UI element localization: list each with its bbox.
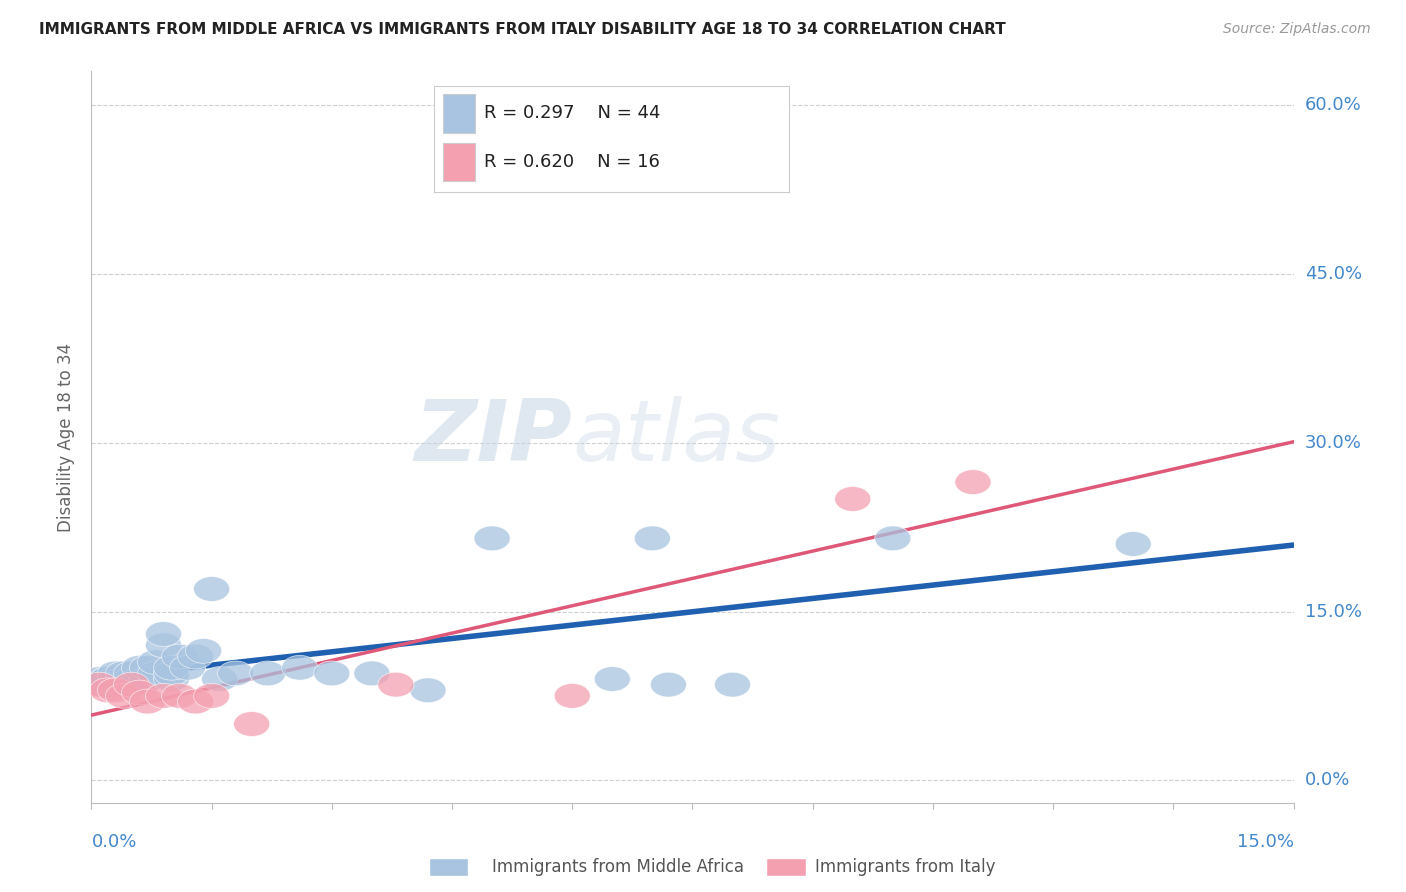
Ellipse shape (835, 487, 870, 511)
Ellipse shape (82, 673, 118, 697)
Ellipse shape (82, 666, 118, 691)
Ellipse shape (411, 678, 446, 703)
Ellipse shape (186, 639, 222, 664)
Text: ZIP: ZIP (415, 395, 572, 479)
Text: Immigrants from Italy: Immigrants from Italy (815, 858, 995, 876)
Ellipse shape (145, 633, 181, 657)
Ellipse shape (153, 666, 190, 691)
Ellipse shape (138, 661, 173, 686)
Ellipse shape (194, 683, 229, 708)
Text: 30.0%: 30.0% (1305, 434, 1361, 451)
Ellipse shape (354, 661, 389, 686)
Ellipse shape (170, 656, 205, 680)
Ellipse shape (201, 666, 238, 691)
Ellipse shape (129, 656, 166, 680)
Ellipse shape (114, 661, 149, 686)
Ellipse shape (162, 683, 198, 708)
Ellipse shape (218, 661, 253, 686)
Ellipse shape (114, 673, 149, 697)
Text: 45.0%: 45.0% (1305, 265, 1362, 283)
Ellipse shape (474, 526, 510, 550)
Text: IMMIGRANTS FROM MIDDLE AFRICA VS IMMIGRANTS FROM ITALY DISABILITY AGE 18 TO 34 C: IMMIGRANTS FROM MIDDLE AFRICA VS IMMIGRA… (39, 22, 1007, 37)
Ellipse shape (97, 673, 134, 697)
Y-axis label: Disability Age 18 to 34: Disability Age 18 to 34 (58, 343, 76, 532)
Ellipse shape (121, 656, 157, 680)
Ellipse shape (1115, 532, 1152, 557)
Ellipse shape (97, 666, 134, 691)
Ellipse shape (121, 666, 157, 691)
Ellipse shape (177, 690, 214, 714)
Ellipse shape (97, 661, 134, 686)
Ellipse shape (114, 666, 149, 691)
Ellipse shape (554, 683, 591, 708)
Ellipse shape (114, 673, 149, 697)
Text: 15.0%: 15.0% (1236, 833, 1294, 851)
Ellipse shape (378, 673, 413, 697)
Ellipse shape (97, 678, 134, 703)
Ellipse shape (105, 683, 142, 708)
Ellipse shape (153, 661, 190, 686)
Ellipse shape (595, 666, 630, 691)
Ellipse shape (233, 712, 270, 737)
Ellipse shape (82, 673, 118, 697)
Text: atlas: atlas (572, 395, 780, 479)
Ellipse shape (281, 656, 318, 680)
Ellipse shape (177, 644, 214, 669)
Text: 60.0%: 60.0% (1305, 96, 1361, 114)
Ellipse shape (145, 683, 181, 708)
Ellipse shape (129, 690, 166, 714)
Ellipse shape (875, 526, 911, 550)
Ellipse shape (153, 656, 190, 680)
Text: 0.0%: 0.0% (1305, 772, 1350, 789)
Ellipse shape (105, 666, 142, 691)
Ellipse shape (194, 576, 229, 601)
Ellipse shape (105, 673, 142, 697)
Ellipse shape (955, 470, 991, 494)
Ellipse shape (90, 678, 125, 703)
Ellipse shape (162, 644, 198, 669)
Text: Immigrants from Middle Africa: Immigrants from Middle Africa (492, 858, 744, 876)
Ellipse shape (145, 622, 181, 647)
Ellipse shape (651, 673, 686, 697)
Ellipse shape (129, 666, 166, 691)
Ellipse shape (121, 680, 157, 705)
Ellipse shape (138, 649, 173, 674)
Text: 15.0%: 15.0% (1305, 602, 1361, 621)
Ellipse shape (90, 666, 125, 691)
Ellipse shape (250, 661, 285, 686)
Ellipse shape (714, 673, 751, 697)
Ellipse shape (634, 526, 671, 550)
Ellipse shape (314, 661, 350, 686)
Ellipse shape (90, 666, 125, 691)
Text: 0.0%: 0.0% (91, 833, 136, 851)
Ellipse shape (90, 673, 125, 697)
Text: Source: ZipAtlas.com: Source: ZipAtlas.com (1223, 22, 1371, 37)
Ellipse shape (105, 661, 142, 686)
